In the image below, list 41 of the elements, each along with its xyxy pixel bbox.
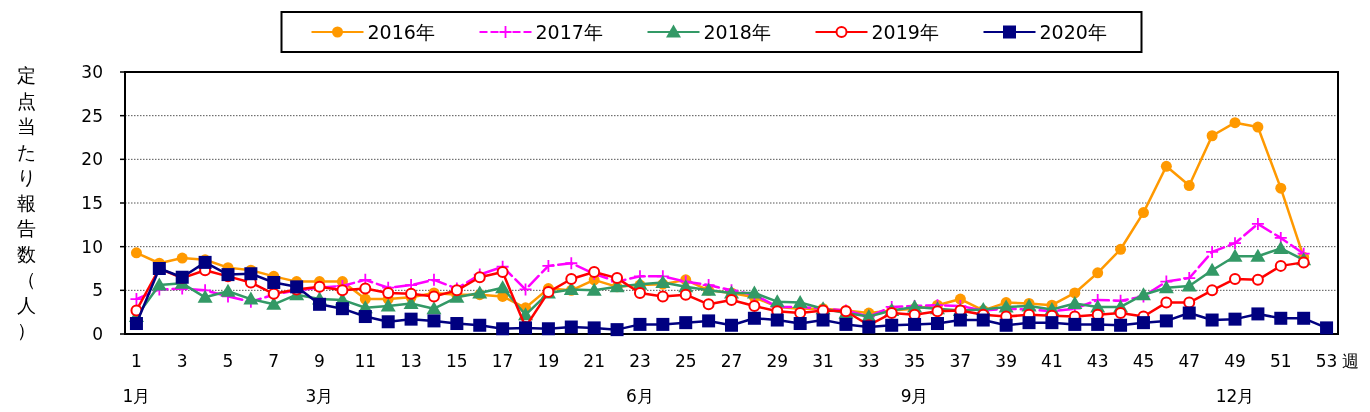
x-tick-label: 31 <box>812 351 834 371</box>
x-tick-label: 39 <box>995 351 1017 371</box>
x-tick-label: 45 <box>1132 351 1155 371</box>
x-tick-label: 5 <box>222 351 234 371</box>
x-tick-label: 23 6月 <box>626 351 654 406</box>
x-tick-label: 17 <box>491 351 514 371</box>
x-tick-label: 29 <box>766 351 789 371</box>
x-tick-label: 35 9月 <box>900 351 929 406</box>
x-tick-label: 53 <box>1315 351 1338 371</box>
legend-label: 2020年 <box>1039 21 1107 43</box>
x-tick-label: 19 <box>537 351 560 371</box>
y-tick-label: 5 <box>92 280 103 301</box>
x-tick-label: 7 <box>268 351 280 371</box>
x-tick-label: 11 <box>354 351 377 371</box>
x-tick-label: 27 <box>720 351 743 371</box>
x-tick-label: 51 <box>1269 351 1292 371</box>
x-tick-label: 9 3月 <box>305 351 334 406</box>
x-tick-label: 37 <box>949 351 972 371</box>
text: 定点当たり報告数（人） <box>16 64 36 341</box>
x-tick-label: 3 <box>176 351 188 371</box>
x-tick-label: 21 <box>583 351 605 371</box>
x-tick-label: 25 <box>674 351 697 371</box>
x-tick-label: 41 <box>1041 351 1063 371</box>
y-tick-label: 30 <box>81 62 103 82</box>
x-tick-label: 49 12月 <box>1215 351 1255 406</box>
x-axis-title: 週 <box>1342 351 1359 371</box>
legend-label: 2017年 <box>535 21 603 43</box>
x-tick-label: 47 <box>1178 351 1201 371</box>
y-tick-label: 25 <box>81 105 103 126</box>
y-tick-label: 15 <box>81 193 103 213</box>
legend-label: 2018年 <box>703 21 771 43</box>
x-tick-label: 15 <box>446 351 468 371</box>
x-tick-label: 13 <box>400 351 422 371</box>
y-tick-label: 10 <box>81 236 103 257</box>
legend-label: 2016年 <box>367 21 435 43</box>
y-tick-label: 0 <box>92 324 103 344</box>
x-tick-label: 1 1月 <box>122 351 151 406</box>
x-tick-label: 33 <box>858 351 880 371</box>
legend-label: 2019年 <box>871 21 939 43</box>
x-tick-label: 43 <box>1086 351 1109 371</box>
y-tick-label: 20 <box>81 149 103 170</box>
